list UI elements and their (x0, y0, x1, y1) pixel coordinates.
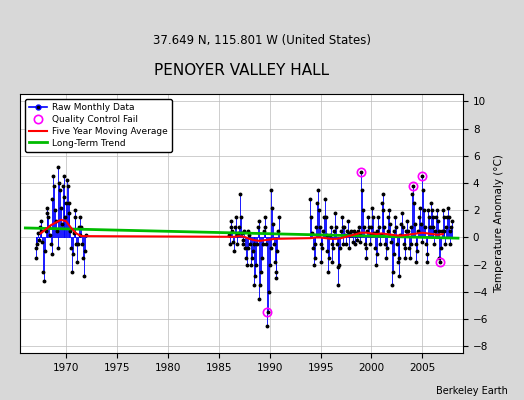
Title: PENOYER VALLEY HALL: PENOYER VALLEY HALL (154, 63, 329, 78)
Text: Berkeley Earth: Berkeley Earth (436, 386, 508, 396)
Text: 37.649 N, 115.801 W (United States): 37.649 N, 115.801 W (United States) (153, 34, 371, 47)
Y-axis label: Temperature Anomaly (°C): Temperature Anomaly (°C) (494, 154, 504, 293)
Legend: Raw Monthly Data, Quality Control Fail, Five Year Moving Average, Long-Term Tren: Raw Monthly Data, Quality Control Fail, … (25, 99, 172, 152)
